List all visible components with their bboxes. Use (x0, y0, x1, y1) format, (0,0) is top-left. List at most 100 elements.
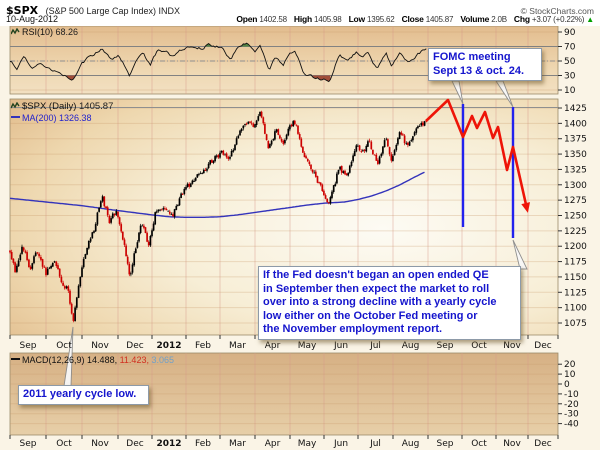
high-value: 1405.98 (314, 15, 342, 24)
rsi-label: RSI(10) (22, 27, 54, 37)
ma200-legend: MA(200) 1326.38 (11, 113, 92, 123)
svg-text:1075: 1075 (564, 319, 587, 329)
svg-text:Oct: Oct (56, 439, 72, 449)
line-sample-icon (11, 116, 20, 118)
svg-text:Sep: Sep (20, 439, 37, 449)
svg-text:Dec: Dec (126, 341, 143, 351)
svg-text:Oct: Oct (56, 341, 72, 351)
callout-pointer (495, 80, 514, 108)
svg-text:1150: 1150 (564, 273, 587, 283)
macd-value-2: 11.423, (119, 355, 149, 365)
price-value: 1405.87 (79, 101, 114, 112)
svg-text:0: 0 (564, 380, 570, 390)
rsi-line (9, 42, 427, 83)
axis-labels: 1425 1400 1375 1350 1325 1300 1275 1250 1225 1200… (9, 28, 587, 449)
cycle-low-annotation-box: 2011 yearly cycle low. (18, 385, 149, 405)
close-label: Close (401, 14, 424, 24)
svg-text:1275: 1275 (564, 196, 587, 206)
fomc-line2: Sept 13 & oct. 24. (433, 64, 525, 77)
svg-text:Aug: Aug (402, 439, 420, 449)
svg-text:50: 50 (564, 57, 576, 67)
svg-text:May: May (298, 439, 317, 449)
macd-value-3: 3.065 (151, 355, 175, 365)
svg-text:1325: 1325 (564, 165, 587, 175)
high-label: High (293, 14, 312, 24)
macd-value-1: 14.488, (87, 355, 118, 365)
svg-text:-40: -40 (564, 420, 579, 430)
svg-text:Mar: Mar (229, 341, 246, 351)
data-series (9, 42, 428, 323)
rsi-overbought-fill (205, 43, 214, 47)
svg-text:Jun: Jun (333, 341, 348, 351)
quote-date: 10-Aug-2012 (6, 14, 59, 24)
svg-text:Nov: Nov (91, 439, 109, 449)
svg-text:1225: 1225 (564, 227, 587, 237)
low-value: 1395.62 (367, 15, 395, 24)
svg-text:Apr: Apr (265, 439, 281, 449)
macd-legend: MACD(12,26,9) 14.488, 11.423, 3.065 (11, 355, 174, 365)
open-label: Open (236, 14, 258, 24)
svg-text:Feb: Feb (195, 341, 211, 351)
ma200-value: 1326.38 (59, 113, 92, 123)
fomc-annotation-box: FOMC meeting Sept 13 & oct. 24. (428, 48, 542, 81)
forecast-arrowhead (521, 202, 530, 213)
indicator-icon (10, 101, 20, 113)
chg-value: +3.07 (+0.22%) (531, 15, 585, 24)
svg-text:-20: -20 (564, 400, 579, 410)
svg-text:Dec: Dec (126, 439, 143, 449)
volume-value: 2.0B (491, 15, 507, 24)
svg-text:Mar: Mar (229, 439, 246, 449)
svg-text:Dec: Dec (534, 341, 551, 351)
symbol-title: $SPX (S&P 500 Large Cap Index) INDX (6, 1, 180, 19)
chg-label: Chg (513, 14, 530, 24)
svg-text:-30: -30 (564, 410, 579, 420)
price-legend: $SPX (Daily) 1405.87 (10, 101, 114, 113)
svg-text:Oct: Oct (471, 439, 487, 449)
close-value: 1405.87 (425, 15, 454, 24)
ma200-label: MA(200) (22, 113, 57, 123)
forecast-projection-line (425, 98, 529, 210)
callout-pointer (512, 239, 528, 270)
qe-line1: If the Fed doesn't began an open ended Q… (263, 269, 489, 281)
svg-text:10: 10 (564, 370, 576, 380)
svg-text:May: May (298, 341, 317, 351)
copyright: © StockCharts.com (520, 6, 594, 16)
svg-text:Nov: Nov (503, 341, 521, 351)
svg-text:1200: 1200 (564, 242, 587, 252)
qe-line2: in September then expect the market to r… (263, 282, 490, 295)
macd-label: MACD(12,26,9) (22, 355, 85, 365)
svg-text:1300: 1300 (564, 181, 587, 191)
svg-text:20: 20 (564, 360, 576, 370)
svg-text:Nov: Nov (91, 341, 109, 351)
svg-text:90: 90 (564, 28, 576, 38)
svg-text:Sep: Sep (437, 439, 454, 449)
callout-pointer (451, 80, 464, 105)
svg-text:Feb: Feb (195, 439, 211, 449)
svg-text:1425: 1425 (564, 104, 587, 114)
svg-text:70: 70 (564, 43, 576, 53)
svg-text:Apr: Apr (265, 341, 281, 351)
open-value: 1402.58 (259, 15, 287, 24)
cycle-low-text: 2011 yearly cycle low. (23, 388, 137, 400)
svg-text:1350: 1350 (564, 150, 587, 160)
svg-text:30: 30 (564, 72, 576, 82)
candle-bodies-down (9, 111, 428, 321)
svg-text:1400: 1400 (564, 119, 587, 129)
svg-text:1250: 1250 (564, 212, 587, 222)
indicator-icon (10, 27, 20, 38)
ma200-line (9, 171, 425, 219)
svg-text:Oct: Oct (471, 341, 487, 351)
svg-text:Sep: Sep (437, 341, 454, 351)
svg-text:10: 10 (564, 86, 576, 96)
svg-text:1100: 1100 (564, 304, 587, 314)
chg-up-icon: ▲ (586, 15, 594, 24)
rsi-legend: RSI(10) 68.26 (10, 27, 79, 38)
svg-text:Jun: Jun (333, 439, 348, 449)
svg-text:1175: 1175 (564, 258, 587, 268)
low-label: Low (348, 14, 366, 24)
qe-line3: over into a strong decline with a yearly… (263, 296, 497, 309)
svg-text:2012: 2012 (156, 341, 181, 351)
chart-header: $SPX (S&P 500 Large Cap Index) INDX © St… (0, 0, 600, 26)
rsi-value: 68.26 (55, 27, 79, 37)
